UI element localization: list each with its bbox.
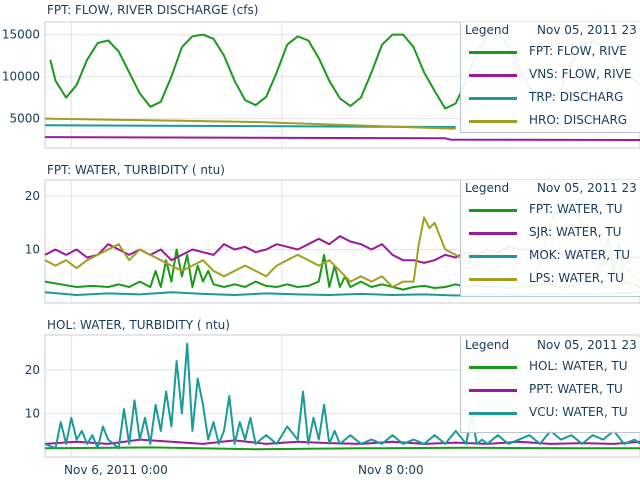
flow-chart-panel: 5000 10000 15000 FPT: FLOW, RIVER DISCHARG… <box>0 0 640 160</box>
flow-series-line-1 <box>44 136 640 141</box>
fpt-turbidity-y-tick-label: 20 <box>25 189 40 203</box>
fpt-turbidity-chart-panel: 10 20 FPT: WATER, TURBIDITY ( ntu) Legend… <box>0 160 640 315</box>
legend-label-sjr-water: SJR: WATER, TU <box>529 225 622 239</box>
legend-swatch-fpt-flow <box>469 51 517 54</box>
legend-swatch-sjr-water <box>469 232 517 235</box>
fpt-turbidity-legend-date: Nov 05, 2011 23 <box>537 181 637 195</box>
legend-swatch-vcu-water <box>469 412 517 415</box>
legend-label-ppt-water: PPT: WATER, TU <box>529 382 623 396</box>
fpt-turbidity-legend: Legend Nov 05, 2011 23 FPT: WATER, TU SJ… <box>460 180 640 297</box>
legend-swatch-vns-flow <box>469 74 517 77</box>
legend-item-lps-water[interactable]: LPS: WATER, TU <box>461 267 640 290</box>
fpt-turbidity-y-tick-label: 10 <box>25 243 40 257</box>
hol-turbidity-legend-date: Nov 05, 2011 23 <box>537 338 637 352</box>
fpt-turbidity-legend-title: Legend <box>465 181 510 195</box>
legend-item-hol-water[interactable]: HOL: WATER, TU <box>461 355 640 378</box>
flow-y-tick-label: 5000 <box>9 112 40 126</box>
legend-swatch-hro-discharge <box>469 120 517 123</box>
hol-turbidity-chart-panel: 10 20 HOL: WATER, TURBIDITY ( ntu) Legend… <box>0 315 640 460</box>
hol-turbidity-series-line-2 <box>44 342 640 450</box>
fpt-turbidity-chart-title: FPT: WATER, TURBIDITY ( ntu) <box>47 163 225 177</box>
legend-item-vns-flow[interactable]: VNS: FLOW, RIVE <box>461 63 640 86</box>
hol-turbidity-legend-title: Legend <box>465 338 510 352</box>
legend-item-trp-discharge[interactable]: TRP: DISCHARG <box>461 86 640 109</box>
legend-label-hro-discharge: HRO: DISCHARG <box>529 113 628 127</box>
legend-item-sjr-water[interactable]: SJR: WATER, TU <box>461 221 640 244</box>
hol-turbidity-y-tick-label: 20 <box>25 363 40 377</box>
x-axis-label-nov6: Nov 6, 2011 0:00 <box>64 463 168 477</box>
legend-label-lps-water: LPS: WATER, TU <box>529 271 624 285</box>
x-axis-label-nov8: Nov 8 0:00 <box>358 463 424 477</box>
legend-swatch-ppt-water <box>469 389 517 392</box>
legend-label-fpt-flow: FPT: FLOW, RIVE <box>529 44 627 58</box>
legend-item-fpt-water[interactable]: FPT: WATER, TU <box>461 198 640 221</box>
legend-item-ppt-water[interactable]: PPT: WATER, TU <box>461 378 640 401</box>
legend-item-mok-water[interactable]: MOK: WATER, TU <box>461 244 640 267</box>
flow-legend-date: Nov 05, 2011 23 <box>537 23 637 37</box>
legend-label-trp-discharge: TRP: DISCHARG <box>529 90 624 104</box>
legend-swatch-lps-water <box>469 278 517 281</box>
flow-y-tick-label: 15000 <box>2 28 40 42</box>
flow-chart-title: FPT: FLOW, RIVER DISCHARGE (cfs) <box>47 3 259 17</box>
legend-label-fpt-water: FPT: WATER, TU <box>529 202 623 216</box>
hol-turbidity-series-line-1 <box>44 438 640 445</box>
hol-turbidity-legend: Legend Nov 05, 2011 23 HOL: WATER, TU PP… <box>460 337 640 433</box>
legend-label-vns-flow: VNS: FLOW, RIVE <box>529 67 632 81</box>
legend-item-hro-discharge[interactable]: HRO: DISCHARG <box>461 109 640 132</box>
legend-swatch-trp-discharge <box>469 97 517 100</box>
hol-turbidity-series-line-0 <box>44 446 640 451</box>
flow-y-tick-label: 10000 <box>2 70 40 84</box>
legend-swatch-mok-water <box>469 255 517 258</box>
legend-swatch-hol-water <box>469 366 517 369</box>
legend-label-vcu-water: VCU: WATER, TU <box>529 405 628 419</box>
hol-turbidity-chart-title: HOL: WATER, TURBIDITY ( ntu) <box>47 318 230 332</box>
legend-label-mok-water: MOK: WATER, TU <box>529 248 631 262</box>
flow-legend: Legend Nov 05, 2011 23 FPT: FLOW, RIVE V… <box>460 22 640 133</box>
hol-turbidity-y-tick-label: 10 <box>25 406 40 420</box>
legend-swatch-fpt-water <box>469 209 517 212</box>
flow-series-line-3 <box>44 117 456 130</box>
flow-legend-title: Legend <box>465 23 510 37</box>
legend-item-fpt-flow[interactable]: FPT: FLOW, RIVE <box>461 40 640 63</box>
legend-item-vcu-water[interactable]: VCU: WATER, TU <box>461 401 640 424</box>
legend-label-hol-water: HOL: WATER, TU <box>529 359 628 373</box>
